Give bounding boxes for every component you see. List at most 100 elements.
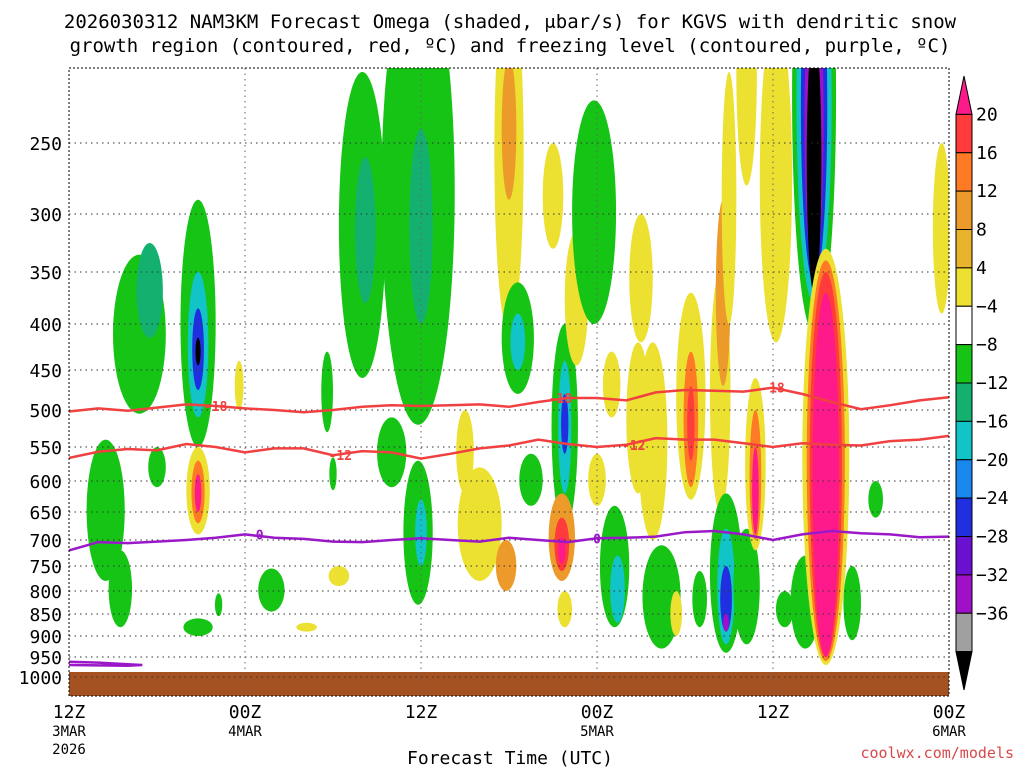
contour-label-dgz-minus12-1: -12 <box>622 439 645 454</box>
colorbar-label-3: 8 <box>976 220 987 241</box>
omega-cell-46 <box>602 351 621 418</box>
contour-label-freezing-level-0-0: 0 <box>256 528 264 543</box>
x-tick-label-0-2: 2026 <box>52 742 86 758</box>
chart-title-line2: growth region (contoured, red, ºC) and f… <box>70 35 951 57</box>
omega-cell-11 <box>194 474 202 512</box>
y-tick-label-250: 250 <box>29 134 62 155</box>
omega-cell-53 <box>670 591 683 636</box>
contour-label-freezing-level-0-1: 0 <box>593 532 601 547</box>
colorbar-swatch-4 <box>955 229 973 269</box>
colorbar-swatch-8 <box>955 382 973 422</box>
omega-cell-45 <box>588 453 606 506</box>
omega-cell-29 <box>495 540 517 591</box>
colorbar-swatch-10 <box>955 459 973 499</box>
y-axis: 2503003504004505005506006507007508008509… <box>19 134 62 689</box>
colorbar-label-4: 4 <box>976 258 987 279</box>
contour-label-dgz-minus12-0: -12 <box>329 449 352 464</box>
colorbar-label-7: −12 <box>976 373 1009 394</box>
omega-cell-48 <box>610 555 625 623</box>
omega-cell-4 <box>148 447 166 488</box>
omega-cell-16 <box>296 622 317 632</box>
contour-dgz-minus18 <box>69 386 949 414</box>
colorbar-swatch-15 <box>955 651 973 691</box>
omega-shading <box>86 68 949 665</box>
x-tick-label-12-1: 4MAR <box>228 724 262 740</box>
omega-cell-82 <box>843 566 861 641</box>
colorbar-label-5: −4 <box>976 296 998 317</box>
omega-cell-28 <box>457 467 502 581</box>
y-tick-label-350: 350 <box>29 263 62 284</box>
y-tick-label-600: 600 <box>29 472 62 493</box>
x-axis-title: Forecast Time (UTC) <box>407 748 613 768</box>
omega-cell-3 <box>136 243 163 338</box>
omega-cell-30 <box>494 68 524 334</box>
x-tick-label-60-0: 00Z <box>933 702 966 723</box>
x-tick-label-60-1: 6MAR <box>932 724 966 740</box>
omega-cell-70 <box>759 68 793 343</box>
omega-cell-35 <box>542 143 564 249</box>
contour-dgz-minus12 <box>69 434 949 460</box>
x-tick-label-36-1: 5MAR <box>580 724 614 740</box>
omega-cell-83 <box>868 481 884 518</box>
colorbar-swatch-0 <box>955 75 973 115</box>
omega-cell-34 <box>519 453 543 506</box>
y-tick-label-300: 300 <box>29 205 62 226</box>
omega-cell-57 <box>692 571 708 628</box>
credit-text: coolwx.com/models <box>860 744 1014 762</box>
omega-cell-69 <box>752 447 759 535</box>
contour-label-dgz-minus18-1: -18 <box>549 392 573 407</box>
omega-cell-1 <box>108 550 133 628</box>
contour-freezing-level-surface <box>69 660 143 668</box>
colorbar-label-10: −24 <box>976 488 1009 509</box>
y-tick-label-900: 900 <box>29 627 62 648</box>
colorbar-label-9: −20 <box>976 450 1009 471</box>
omega-cell-13 <box>214 593 223 617</box>
colorbar-swatch-9 <box>955 420 973 461</box>
chart-title-line1: 2026030312 NAM3KM Forecast Omega (shaded… <box>64 11 957 33</box>
omega-cell-77 <box>806 68 822 293</box>
colorbar-swatch-7 <box>955 344 973 384</box>
y-tick-label-850: 850 <box>29 605 62 626</box>
omega-cell-21 <box>355 157 376 304</box>
omega-cell-38 <box>561 394 569 454</box>
x-tick-label-36-0: 00Z <box>581 702 614 723</box>
omega-cell-44 <box>572 100 617 324</box>
omega-cell-14 <box>234 360 244 410</box>
omega-cell-62 <box>720 566 732 632</box>
colorbar-label-11: −28 <box>976 527 1009 548</box>
colorbar-swatch-2 <box>955 152 973 192</box>
omega-cell-33 <box>510 313 526 370</box>
omega-cell-56 <box>687 386 695 461</box>
colorbar-swatch-11 <box>955 497 973 537</box>
x-tick-label-48-0: 12Z <box>757 702 790 723</box>
y-tick-label-750: 750 <box>29 557 62 578</box>
omega-cell-26 <box>415 499 427 566</box>
omega-cell-42 <box>557 591 573 628</box>
colorbar-label-1: 16 <box>976 143 998 164</box>
omega-cell-50 <box>629 214 653 343</box>
x-tick-label-24-0: 12Z <box>405 702 438 723</box>
y-tick-label-1000: 1000 <box>19 668 62 689</box>
terrain-ground <box>69 672 949 696</box>
colorbar-swatch-14 <box>955 612 973 653</box>
x-tick-label-12-0: 00Z <box>229 702 262 723</box>
colorbar-swatch-12 <box>955 536 973 576</box>
colorbar-swatch-6 <box>955 305 973 346</box>
omega-cell-66 <box>733 528 760 645</box>
y-tick-label-650: 650 <box>29 503 62 524</box>
plot-frame <box>68 67 950 697</box>
omega-cell-0 <box>86 439 125 581</box>
omega-cell-8 <box>195 337 201 366</box>
colorbar-swatch-3 <box>955 190 973 230</box>
colorbar-label-8: −16 <box>976 411 1009 432</box>
omega-cell-64 <box>721 72 737 324</box>
y-tick-label-700: 700 <box>29 531 62 552</box>
omega-cell-31 <box>501 68 517 200</box>
colorbar-label-6: −8 <box>976 335 998 356</box>
omega-cell-63 <box>723 614 729 632</box>
colorbar-swatch-5 <box>955 267 973 307</box>
contour-label-dgz-minus18-0: -18 <box>204 400 228 415</box>
omega-cell-19 <box>328 566 350 586</box>
